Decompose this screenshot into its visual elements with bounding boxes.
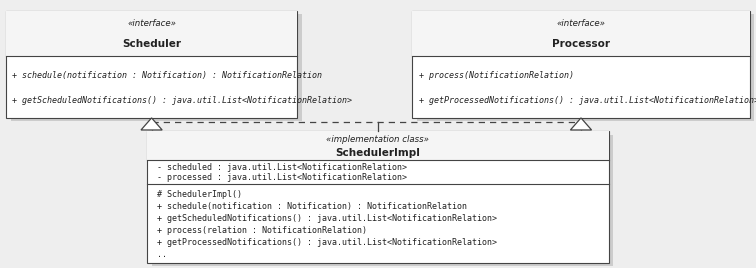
Text: Scheduler: Scheduler (122, 39, 181, 50)
Text: + process(relation : NotificationRelation): + process(relation : NotificationRelatio… (156, 226, 367, 235)
Text: «interface»: «interface» (127, 19, 176, 28)
Text: + process(NotificationRelation): + process(NotificationRelation) (419, 71, 574, 80)
Text: # SchedulerImpl(): # SchedulerImpl() (156, 190, 242, 199)
Text: Processor: Processor (552, 39, 610, 50)
Text: «interface»: «interface» (556, 19, 606, 28)
Bar (147, 131, 609, 263)
Bar (11, 14, 302, 121)
Text: + schedule(notification : Notification) : NotificationRelation: + schedule(notification : Notification) … (156, 202, 466, 211)
Bar (412, 11, 750, 118)
Bar (412, 11, 750, 56)
Bar (6, 11, 297, 56)
Bar (147, 131, 609, 160)
Bar (152, 135, 613, 266)
Text: - scheduled : java.util.List<NotificationRelation>: - scheduled : java.util.List<Notificatio… (156, 163, 407, 172)
Text: SchedulerImpl: SchedulerImpl (336, 148, 420, 158)
Text: «implementation class»: «implementation class» (327, 135, 429, 144)
Text: + schedule(notification : Notification) : NotificationRelation: + schedule(notification : Notification) … (12, 71, 322, 80)
Text: ..: .. (156, 250, 166, 259)
Text: - processed : java.util.List<NotificationRelation>: - processed : java.util.List<Notificatio… (156, 173, 407, 182)
Text: + getProcessedNotifications() : java.util.List<NotificationRelation>: + getProcessedNotifications() : java.uti… (156, 238, 497, 247)
Bar (417, 14, 754, 121)
Bar (6, 11, 297, 118)
Polygon shape (141, 118, 162, 130)
Text: + getScheduledNotifications() : java.util.List<NotificationRelation>: + getScheduledNotifications() : java.uti… (156, 214, 497, 223)
Text: + getScheduledNotifications() : java.util.List<NotificationRelation>: + getScheduledNotifications() : java.uti… (12, 96, 352, 105)
Polygon shape (571, 118, 591, 130)
Text: + getProcessedNotifications() : java.util.List<NotificationRelation>: + getProcessedNotifications() : java.uti… (419, 96, 756, 105)
